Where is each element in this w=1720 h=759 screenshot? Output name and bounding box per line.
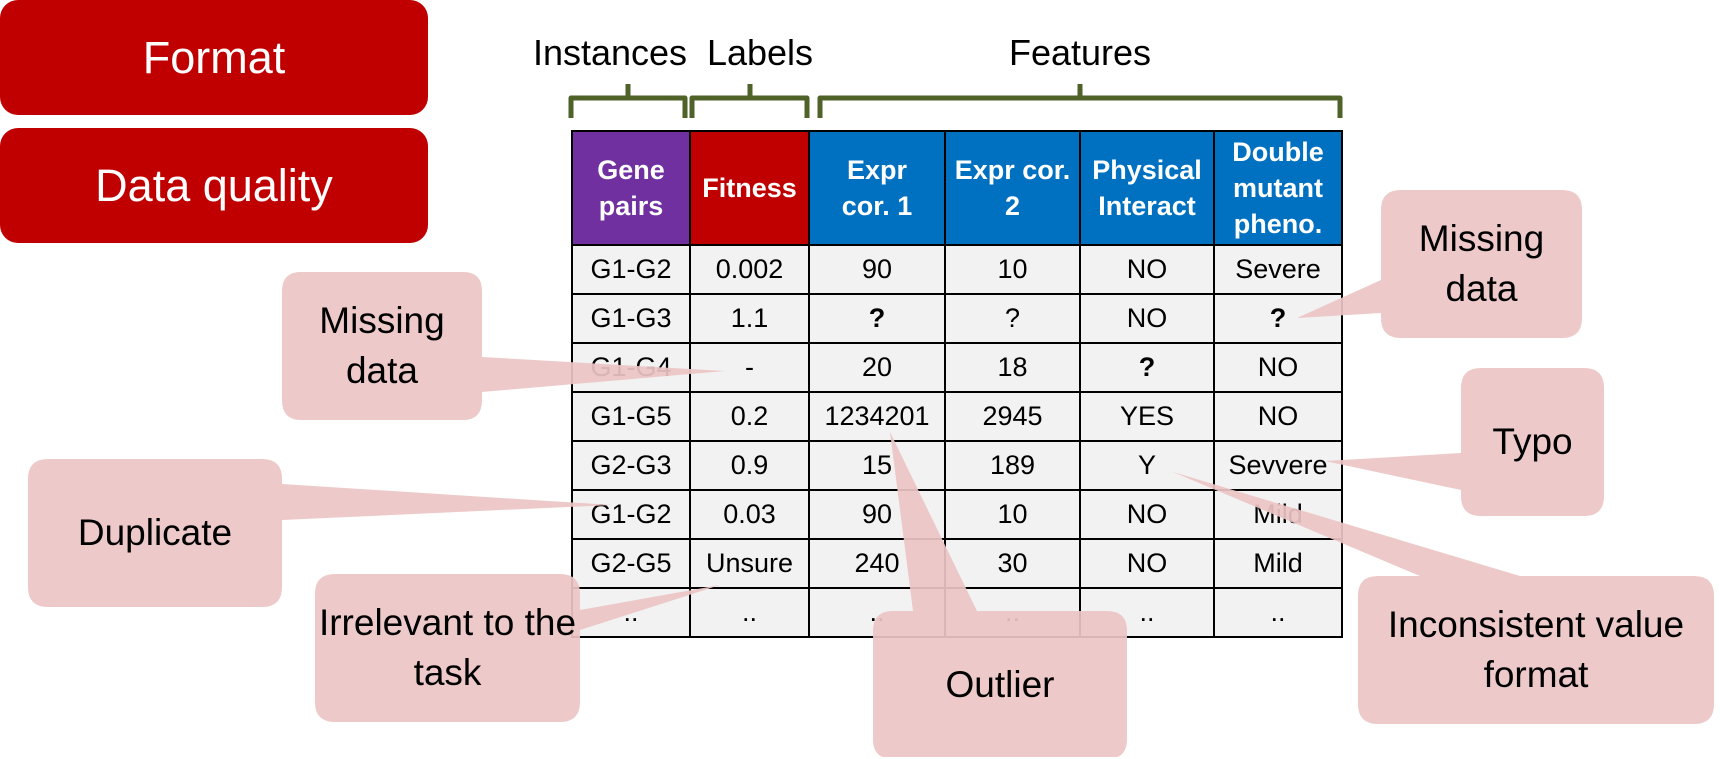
header-expr-cor-1: Expr cor. 1 (808, 130, 946, 246)
table-cell: 0.002 (689, 244, 810, 295)
table-header-row: Gene pairs Fitness Expr cor. 1 Expr cor.… (571, 130, 1343, 246)
table-cell: G1-G3 (571, 293, 691, 344)
table-cell: YES (1079, 391, 1215, 442)
table-row: G1-G5 0.2 1234201 2945 YES NO (571, 391, 1343, 442)
outlier-text: Outlier (945, 664, 1055, 705)
table-cell: .. (1213, 587, 1343, 638)
labels-bracket (689, 84, 810, 118)
inconsistent-text: Inconsistent value format (1387, 604, 1685, 695)
table-cell: 1234201 (808, 391, 946, 442)
table-cell: NO (1213, 391, 1343, 442)
inconsistent-pointer (1173, 472, 1520, 576)
table-cell: 189 (944, 440, 1081, 491)
header-physical-interact: Physical Interact (1079, 130, 1215, 246)
table-cell: ? (944, 293, 1081, 344)
missing-data-right-callout (1297, 190, 1582, 338)
typo-callout (1325, 368, 1604, 516)
table-cell: 90 (808, 244, 946, 295)
instances-label: Instances (532, 32, 688, 73)
table-cell: G2-G3 (571, 440, 691, 491)
missing-data-left-text: Missing data (319, 300, 445, 391)
missing-data-left-callout (282, 272, 725, 420)
table-cell: 2945 (944, 391, 1081, 442)
table-cell: 10 (944, 489, 1081, 540)
header-gene-pairs: Gene pairs (571, 130, 691, 246)
table-cell: NO (1213, 342, 1343, 393)
format-label: Format (142, 31, 286, 83)
typo-text: Typo (1492, 421, 1573, 462)
outlier-pointer (890, 432, 977, 611)
table-cell: G2-G5 (571, 538, 691, 589)
table-cell: 0.2 (689, 391, 810, 442)
instances-bracket (568, 84, 688, 118)
features-bracket (817, 84, 1343, 118)
table-cell: Y (1079, 440, 1215, 491)
table-row: G2-G3 0.9 15 189 Y Sevvere (571, 440, 1343, 491)
table-cell: .. (689, 587, 810, 638)
outlier-callout (873, 611, 1127, 757)
missing-data-right-text: Missing data (1418, 218, 1545, 309)
table-cell: 30 (944, 538, 1081, 589)
table-cell: ? (1213, 293, 1343, 344)
table-cell: 10 (944, 244, 1081, 295)
table-row: G1-G2 0.002 90 10 NO Severe (571, 244, 1343, 295)
table-row: G1-G3 1.1 ? ? NO ? (571, 293, 1343, 344)
table-cell: Mild (1213, 538, 1343, 589)
table-cell: G1-G2 (571, 489, 691, 540)
table-cell: 0.9 (689, 440, 810, 491)
table-cell: 0.03 (689, 489, 810, 540)
irrelevant-text: Irrelevant to the task (318, 602, 577, 693)
header-expr-cor-2: Expr cor. 2 (944, 130, 1081, 246)
table-cell: 18 (944, 342, 1081, 393)
table-cell: 15 (808, 440, 946, 491)
table-cell: NO (1079, 538, 1215, 589)
table-cell: G1-G5 (571, 391, 691, 442)
table-cell: 20 (808, 342, 946, 393)
table-cell: ? (808, 293, 946, 344)
table-cell: Sevvere (1213, 440, 1343, 491)
table-cell: NO (1079, 293, 1215, 344)
features-label: Features (1008, 32, 1152, 73)
data-quality-label: Data quality (95, 159, 333, 211)
format-box: Format (0, 0, 428, 115)
duplicate-callout (28, 459, 612, 607)
labels-label: Labels (706, 32, 814, 73)
table-cell: NO (1079, 489, 1215, 540)
duplicate-text: Duplicate (77, 512, 233, 553)
data-quality-box: Data quality (0, 128, 428, 243)
data-table: Gene pairs Fitness Expr cor. 1 Expr cor.… (571, 130, 1343, 638)
table-row: G2-G5 Unsure 240 30 NO Mild (571, 538, 1343, 589)
inconsistent-callout (1358, 576, 1714, 724)
table-cell: ? (1079, 342, 1215, 393)
table-cell: Severe (1213, 244, 1343, 295)
table-cell: G1-G2 (571, 244, 691, 295)
irrelevant-callout (315, 574, 720, 722)
table-cell: 1.1 (689, 293, 810, 344)
header-fitness: Fitness (689, 130, 810, 246)
table-cell: - (689, 342, 810, 393)
header-double-mutant-pheno: Double mutant pheno. (1213, 130, 1343, 246)
table-cell: Unsure (689, 538, 810, 589)
table-cell: NO (1079, 244, 1215, 295)
